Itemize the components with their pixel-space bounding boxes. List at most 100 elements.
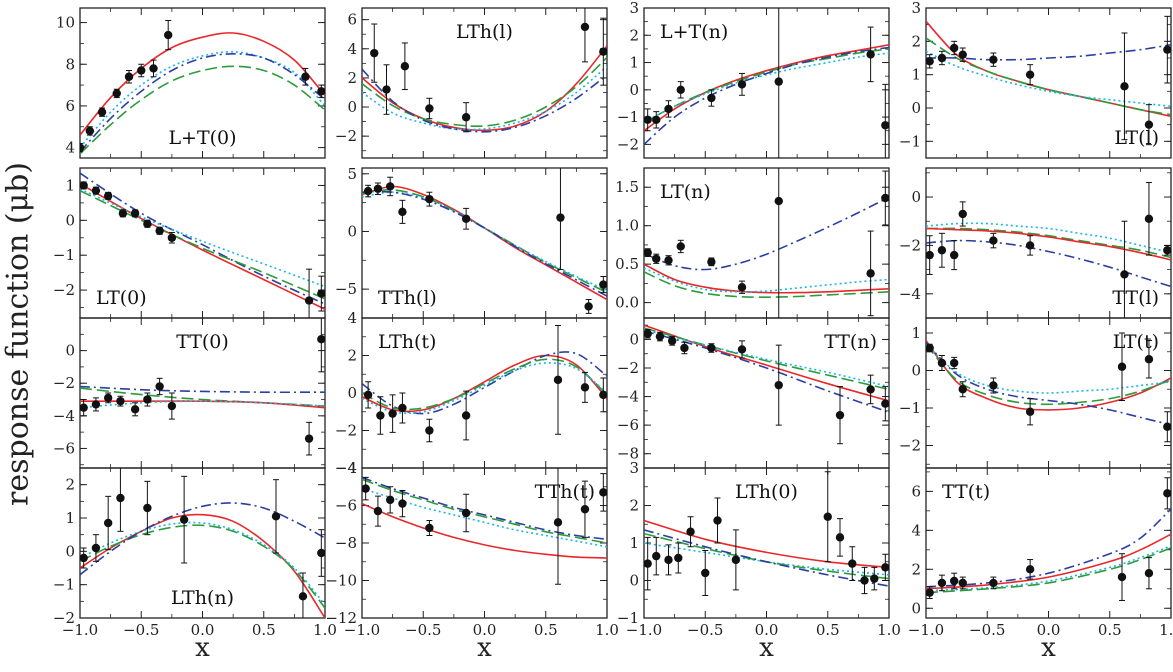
theory-curves xyxy=(362,185,607,301)
y-tick-label: 4 xyxy=(347,309,357,327)
data-point xyxy=(584,302,593,311)
data-point xyxy=(774,77,783,86)
data-point xyxy=(676,85,685,95)
data-point xyxy=(737,283,747,292)
data-point xyxy=(80,181,88,190)
data-point xyxy=(400,62,410,71)
curve-blue xyxy=(926,341,1171,426)
curve-cyan xyxy=(926,222,1171,254)
data-point xyxy=(599,488,607,497)
y-tick-label: 4 xyxy=(347,40,357,58)
data-point xyxy=(398,207,407,217)
data-point xyxy=(664,256,673,265)
data-point xyxy=(1120,82,1129,91)
data-point xyxy=(1163,246,1171,255)
panel-2: −2 0 2 4 6 LTh(l) xyxy=(335,7,608,159)
data-point xyxy=(644,329,652,338)
data-points xyxy=(80,318,325,456)
data-point xyxy=(304,296,314,305)
x-tick-label: 1.0 xyxy=(595,621,619,639)
data-point xyxy=(652,115,661,125)
y-tick-label: 2 xyxy=(347,69,357,87)
data-point xyxy=(580,505,590,514)
data-point xyxy=(425,104,434,113)
data-point xyxy=(958,50,967,59)
curve-green xyxy=(362,478,607,544)
data-point xyxy=(881,399,889,408)
y-tick-label: −2 xyxy=(335,127,357,145)
data-point xyxy=(1025,241,1035,250)
curve-blue xyxy=(644,330,889,414)
data-point xyxy=(737,345,747,354)
data-point xyxy=(317,289,325,298)
y-tick-label: 1.0 xyxy=(615,217,639,235)
data-point xyxy=(1025,407,1035,416)
data-point xyxy=(881,121,889,130)
data-point xyxy=(130,209,140,218)
curve-green xyxy=(362,189,607,294)
curve-cyan xyxy=(644,542,889,576)
y-tick-label: 6 xyxy=(65,97,75,115)
y-tick-label: 0 xyxy=(65,211,75,229)
y-tick-label: 1.5 xyxy=(615,178,639,196)
data-point xyxy=(1163,45,1171,54)
data-point xyxy=(130,405,140,414)
data-point xyxy=(881,193,889,203)
curve-green xyxy=(362,56,607,128)
y-tick-label: −5 xyxy=(335,280,357,298)
y-tick-label: 2 xyxy=(347,347,357,365)
curve-green xyxy=(644,271,889,299)
y-tick-label: −8 xyxy=(617,445,639,463)
theory-curves xyxy=(926,222,1171,288)
data-point xyxy=(989,578,998,588)
y-tick-label: −6 xyxy=(617,416,639,434)
y-tick-label: 2 xyxy=(629,497,639,515)
data-point xyxy=(989,381,998,390)
data-point xyxy=(80,143,85,152)
data-point xyxy=(137,66,146,75)
x-tick-label: −0.5 xyxy=(405,621,441,639)
curve-red xyxy=(926,533,1171,590)
y-tick-label: −4 xyxy=(617,388,639,406)
panel-title: LTh(l) xyxy=(456,21,513,43)
y-tick-label: 0 xyxy=(629,330,639,348)
data-point xyxy=(553,518,563,527)
data-point xyxy=(989,236,998,245)
data-point xyxy=(599,390,607,400)
data-points xyxy=(644,8,889,158)
data-point xyxy=(373,506,383,516)
x-tick-label: −1.0 xyxy=(908,621,944,639)
theory-curves xyxy=(644,44,889,145)
panel-8: −4 −2 0 TT(l) xyxy=(899,167,1172,319)
y-tick-label: 8 xyxy=(65,55,75,73)
curve-cyan xyxy=(644,52,889,124)
panel-4: −1 0 1 2 3 LT(l) xyxy=(899,0,1172,159)
data-point xyxy=(737,80,747,89)
data-point xyxy=(425,523,434,533)
data-point xyxy=(317,548,325,558)
curve-cyan xyxy=(926,343,1171,394)
y-tick-label: 0 xyxy=(629,572,639,590)
data-point xyxy=(866,50,875,59)
data-point xyxy=(304,434,314,443)
curve-cyan xyxy=(362,65,607,131)
panel-1: 4 6 8 10 L+T(0) xyxy=(56,7,326,159)
y-tick-label: 1 xyxy=(911,66,921,84)
curve-blue xyxy=(362,190,607,297)
curve-blue xyxy=(362,476,607,541)
y-tick-label: −1 xyxy=(899,399,921,417)
y-tick-label: −2 xyxy=(335,422,357,440)
data-points xyxy=(644,168,889,318)
data-point xyxy=(937,246,947,255)
curve-green xyxy=(926,227,1171,259)
y-tick-label: 2 xyxy=(629,26,639,44)
data-point xyxy=(91,186,101,195)
y-tick-label: −2 xyxy=(53,281,75,299)
curve-blue xyxy=(80,52,325,153)
data-point xyxy=(1144,355,1154,364)
x-tick-label: 0.0 xyxy=(473,621,497,639)
data-point xyxy=(731,555,741,565)
panel-title: L+T(0) xyxy=(168,127,236,149)
data-point xyxy=(103,393,113,403)
